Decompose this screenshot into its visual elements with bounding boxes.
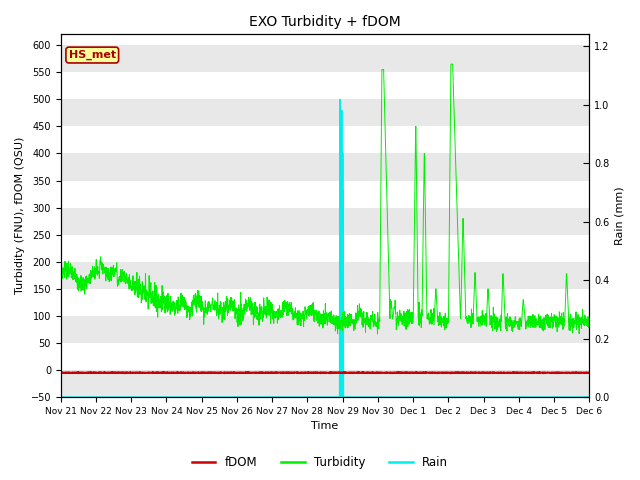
Text: HS_met: HS_met bbox=[68, 50, 116, 60]
Bar bbox=[61, 126, 589, 154]
Y-axis label: Turbidity (FNU), fDOM (QSU): Turbidity (FNU), fDOM (QSU) bbox=[15, 137, 25, 294]
Bar bbox=[61, 262, 589, 289]
Bar bbox=[61, 235, 589, 262]
Bar bbox=[61, 72, 589, 99]
Bar bbox=[61, 316, 589, 343]
Bar bbox=[61, 370, 589, 397]
Legend: fDOM, Turbidity, Rain: fDOM, Turbidity, Rain bbox=[187, 452, 453, 474]
Bar bbox=[61, 99, 589, 126]
Bar bbox=[61, 180, 589, 208]
Bar bbox=[61, 208, 589, 235]
Bar bbox=[61, 343, 589, 370]
Title: EXO Turbidity + fDOM: EXO Turbidity + fDOM bbox=[249, 15, 401, 29]
Y-axis label: Rain (mm): Rain (mm) bbox=[615, 186, 625, 245]
Bar bbox=[61, 45, 589, 72]
Bar bbox=[61, 289, 589, 316]
Bar bbox=[61, 154, 589, 180]
X-axis label: Time: Time bbox=[312, 421, 339, 432]
